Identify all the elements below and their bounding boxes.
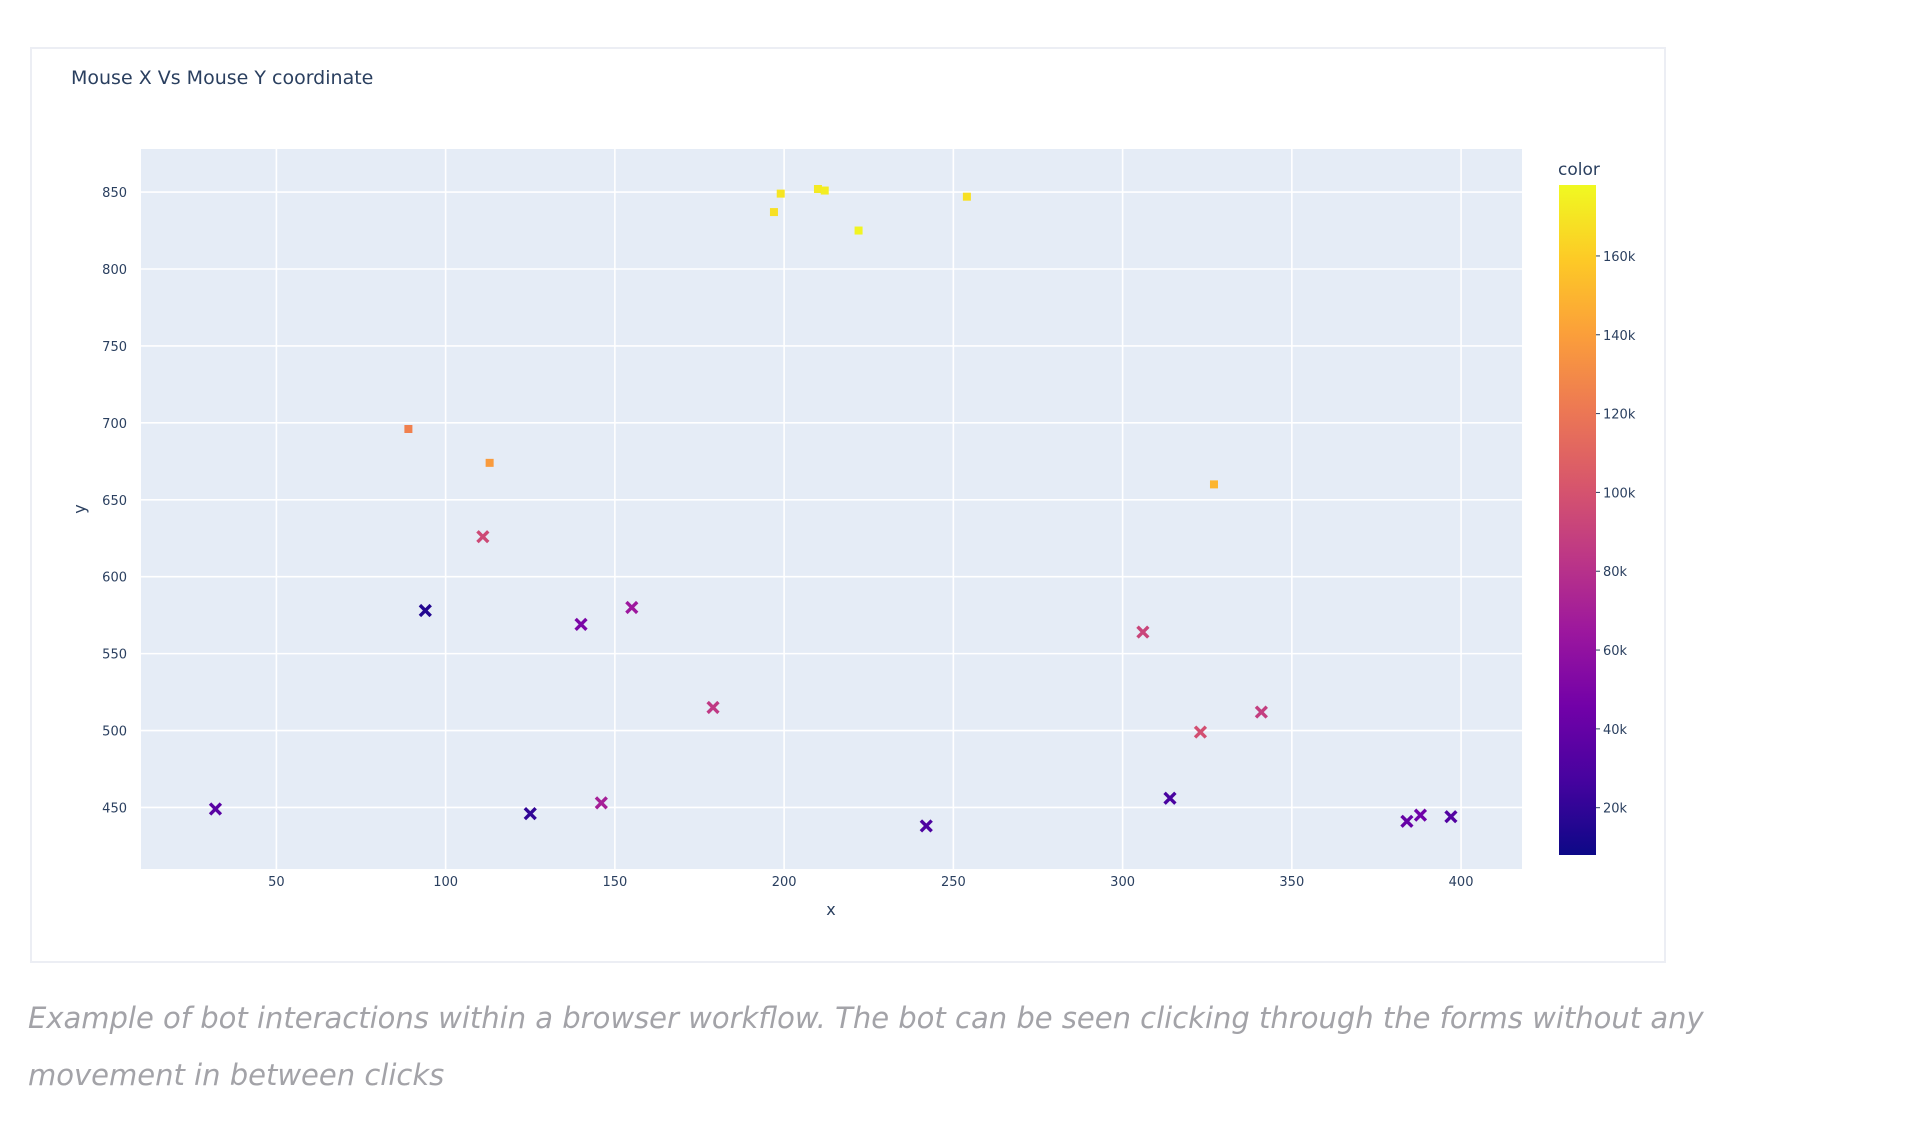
x-tick-label: 400 — [1449, 875, 1474, 890]
colorbar-tick-label: 160k — [1603, 250, 1636, 265]
scatter-chart: Mouse X Vs Mouse Y coordinate 450 500 550 6… — [70, 67, 1636, 919]
colorbar-tick-label: 100k — [1603, 486, 1636, 501]
data-point — [1444, 810, 1458, 824]
data-point — [418, 603, 432, 618]
y-tick-label: 600 — [102, 571, 127, 586]
y-tick-label: 800 — [102, 263, 127, 278]
data-point — [476, 530, 490, 544]
y-tick-label: 500 — [102, 725, 127, 740]
chart-figure: Mouse X Vs Mouse Y coordinate 450 500 550 6… — [30, 47, 1666, 963]
data-point — [769, 208, 778, 217]
x-tick-label: 50 — [268, 875, 285, 890]
x-axis-label: x — [826, 900, 835, 919]
grid-lines — [141, 149, 1522, 869]
x-tick-label: 300 — [1110, 875, 1135, 890]
data-point — [404, 425, 413, 433]
data-points — [208, 185, 1458, 833]
y-tick-label: 750 — [102, 340, 127, 355]
figure-caption: Example of bot interactions within a bro… — [28, 1001, 1704, 1092]
x-axis-ticks: 50 100 150 200 250 300 350 400 — [268, 875, 1473, 890]
y-tick-label: 650 — [102, 494, 127, 509]
x-tick-label: 200 — [772, 875, 797, 890]
data-point — [1209, 480, 1218, 489]
y-tick-label: 450 — [102, 801, 127, 816]
colorbar-tick-label: 120k — [1603, 408, 1636, 423]
plot-background — [141, 149, 1522, 869]
colorbar-tick-label: 80k — [1603, 565, 1628, 580]
colorbar-tick-label: 60k — [1603, 644, 1628, 659]
y-tick-label: 550 — [102, 648, 127, 663]
data-point — [594, 796, 608, 810]
data-point — [1163, 791, 1177, 805]
data-point — [523, 807, 537, 821]
data-point — [1136, 625, 1150, 639]
data-point — [625, 600, 639, 615]
data-point — [1413, 808, 1428, 822]
data-point — [1400, 814, 1414, 828]
x-tick-label: 250 — [941, 875, 966, 890]
colorbar-tick-label: 20k — [1603, 802, 1628, 817]
data-point — [776, 189, 785, 198]
y-tick-label: 850 — [102, 186, 127, 201]
colorbar-tick-label: 40k — [1603, 723, 1628, 738]
x-tick-label: 150 — [602, 875, 627, 890]
data-point — [208, 802, 223, 816]
y-tick-label: 700 — [102, 417, 127, 432]
colorbar-ticks: 20k 40k 60k 80k 100k 120k 140k 160k — [1596, 250, 1636, 817]
y-axis-label: y — [70, 504, 89, 513]
data-point — [574, 617, 588, 631]
data-point — [813, 185, 822, 193]
y-axis-ticks: 450 500 550 600 650 700 750 800 850 — [102, 186, 127, 816]
data-point — [854, 226, 863, 235]
data-point — [1254, 705, 1268, 719]
x-tick-label: 350 — [1279, 875, 1304, 890]
data-point — [485, 458, 494, 467]
colorbar-title: color — [1558, 160, 1600, 180]
data-point — [706, 700, 720, 715]
colorbar-tick-label: 140k — [1603, 329, 1636, 344]
data-point — [919, 819, 933, 833]
x-tick-label: 100 — [433, 875, 458, 890]
data-point — [962, 192, 971, 201]
data-point — [820, 186, 829, 195]
data-point — [1193, 725, 1208, 739]
chart-title: Mouse X Vs Mouse Y coordinate — [71, 67, 373, 89]
colorbar — [1559, 185, 1596, 855]
